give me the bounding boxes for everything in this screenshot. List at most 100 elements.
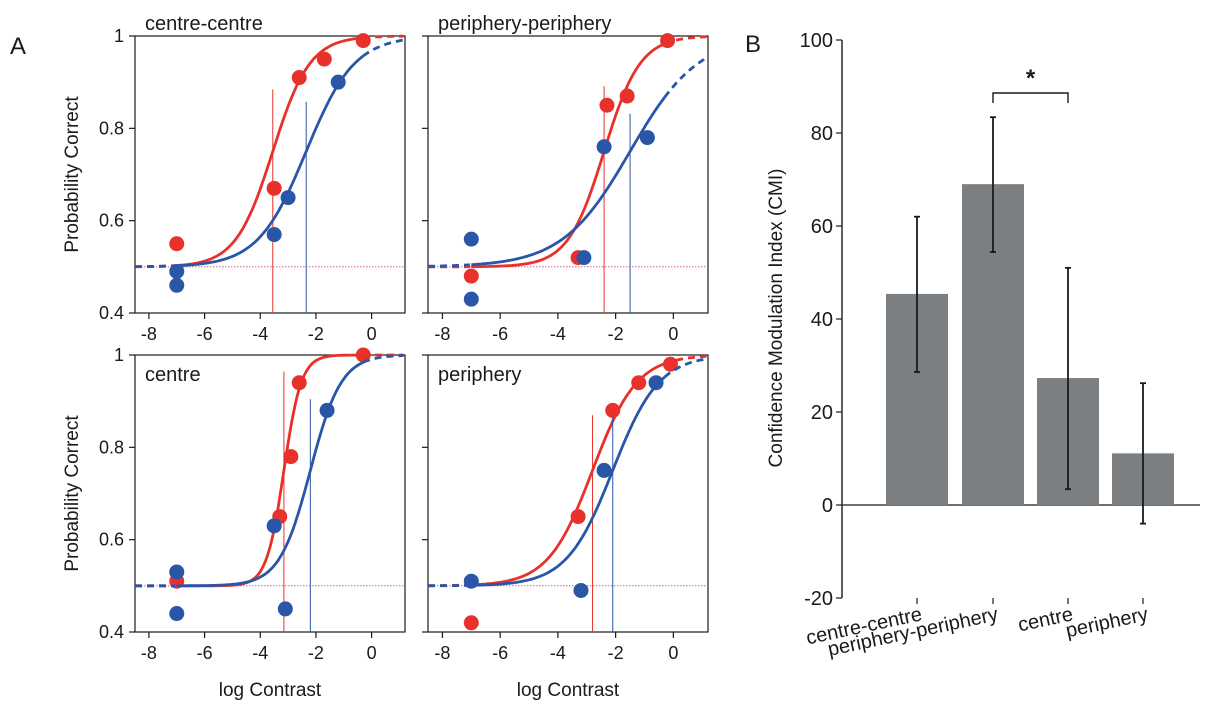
plot-frame — [134, 354, 406, 633]
x-tick-label: -8 — [141, 643, 157, 663]
subplot-periphery: periphery log Contrast -8 -6 -4 -2 0 — [422, 354, 709, 701]
fit-extrapolation-blue — [428, 263, 470, 268]
y-tick-label: 100 — [800, 30, 833, 52]
fit-curve-blue — [471, 96, 666, 267]
data-point-blue — [169, 263, 185, 279]
x-tick-label: -2 — [608, 643, 624, 663]
data-point-blue — [266, 227, 282, 243]
fit-curve-red — [176, 353, 364, 588]
subplot-centre-centre: centre-centre Probability Correct -8 -6 -4… — [62, 13, 406, 344]
data-point-red — [599, 97, 615, 113]
x-tick-label: -6 — [492, 643, 508, 663]
data-point-blue — [319, 402, 335, 418]
significance-star: * — [1026, 65, 1036, 92]
significance-bracket — [992, 92, 1069, 103]
x-tick-label: -2 — [608, 324, 624, 344]
x-axis-label: log Contrast — [517, 680, 620, 701]
y-tick-label: 1 — [114, 26, 124, 46]
data-point-red — [605, 402, 621, 418]
data-point-red — [463, 615, 479, 631]
data-point-red — [169, 236, 185, 252]
bar-chart-cmi: Confidence Modulation Index (CMI) -20 0 20… — [766, 30, 1200, 661]
subplot-title: periphery-periphery — [438, 13, 611, 35]
data-point-blue — [596, 462, 612, 478]
x-tick-label: 0 — [367, 324, 377, 344]
y-axis-label: Probability Correct — [62, 415, 83, 572]
x-tick-label: -4 — [550, 643, 566, 663]
y-tick-label: 20 — [811, 402, 833, 424]
plot-frame — [427, 35, 709, 314]
y-axis-label: Probability Correct — [62, 96, 83, 253]
data-point-blue — [280, 190, 296, 206]
data-point-red — [355, 33, 371, 49]
x-tick-label: -4 — [550, 324, 566, 344]
data-point-blue — [463, 573, 479, 589]
fit-curve-blue — [471, 375, 666, 587]
data-point-blue — [266, 518, 282, 534]
fit-curve-red — [176, 36, 364, 267]
plot-frame — [427, 354, 709, 633]
data-point-blue — [169, 277, 185, 293]
fit-extrapolation-blue — [663, 56, 708, 99]
y-tick-label: 0.6 — [99, 530, 124, 550]
x-tick-label: -4 — [252, 324, 268, 344]
data-point-red — [660, 33, 676, 49]
data-point-red — [570, 509, 586, 525]
x-axis-label: log Contrast — [219, 680, 322, 701]
subplot-title: centre — [145, 364, 201, 386]
data-point-red — [283, 449, 299, 465]
data-point-blue — [277, 601, 293, 617]
data-point-blue — [330, 74, 346, 90]
fit-curve-blue — [176, 361, 364, 588]
fit-curve-red — [471, 42, 666, 269]
data-point-blue — [648, 375, 664, 391]
panel-label-a: A — [10, 33, 26, 60]
data-point-red — [291, 375, 307, 391]
subplot-title: periphery — [438, 364, 521, 386]
x-tick-label: -8 — [434, 643, 450, 663]
data-point-red — [316, 51, 332, 67]
y-tick-label: 0.6 — [99, 211, 124, 231]
data-point-blue — [576, 250, 592, 266]
x-tick-label: -8 — [141, 324, 157, 344]
data-point-red — [463, 268, 479, 284]
subplot-periphery-periphery: periphery-periphery -8 -6 -4 -2 0 — [422, 13, 709, 344]
x-tick-label: 0 — [668, 324, 678, 344]
y-tick-label: 40 — [811, 309, 833, 331]
x-tick-label-periphery: periphery — [1064, 603, 1150, 642]
y-axis-label: Confidence Modulation Index (CMI) — [766, 169, 787, 468]
x-tick-label: -6 — [492, 324, 508, 344]
fit-extrapolation-blue — [362, 38, 404, 58]
data-point-blue — [463, 231, 479, 247]
fit-extrapolation-blue — [663, 357, 707, 379]
data-point-blue — [169, 564, 185, 580]
x-tick-label: 0 — [367, 643, 377, 663]
fit-curve-red — [471, 362, 666, 587]
data-point-blue — [639, 130, 655, 146]
x-tick-label: -6 — [197, 643, 213, 663]
x-tick-label: 0 — [668, 643, 678, 663]
panel-label-b: B — [745, 31, 761, 58]
subplot-centre: centre Probability Correct log Contrast … — [62, 345, 406, 701]
y-tick-label: 60 — [811, 216, 833, 238]
x-tick-label: -2 — [308, 643, 324, 663]
y-tick-label: 0.4 — [99, 622, 124, 642]
fit-extrapolation-red — [363, 34, 404, 40]
data-point-blue — [596, 139, 612, 155]
y-tick-label: 80 — [811, 123, 833, 145]
data-point-red — [266, 180, 282, 196]
fit-curve-blue — [176, 54, 365, 268]
x-tick-label: -6 — [197, 324, 213, 344]
plot-frame — [134, 35, 406, 314]
fit-extrapolation-blue — [135, 264, 176, 268]
y-tick-label: -20 — [804, 588, 833, 610]
y-tick-label: 0.4 — [99, 303, 124, 323]
data-point-red — [631, 375, 647, 391]
data-point-red — [291, 70, 307, 86]
data-point-blue — [169, 606, 185, 622]
x-tick-label: -8 — [434, 324, 450, 344]
y-tick-label: 0.8 — [99, 118, 124, 138]
subplot-title: centre-centre — [145, 13, 263, 35]
y-tick-label: 1 — [114, 345, 124, 365]
